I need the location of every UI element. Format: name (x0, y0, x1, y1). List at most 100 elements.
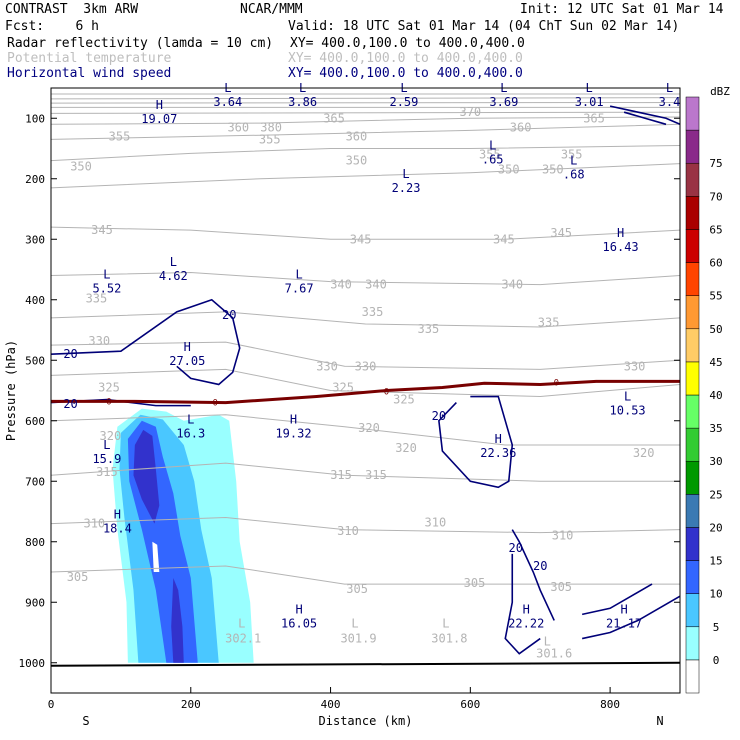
theta-label-13: 350 (498, 163, 520, 177)
theta-label-32: 325 (393, 393, 415, 407)
colorbar-cell-7 (685, 427, 700, 462)
wind-contour-6 (581, 595, 680, 640)
theta-label-25: 335 (538, 316, 560, 330)
colorbar-cell-12 (685, 262, 700, 296)
wind-extremum-value-15: 10.53 (610, 404, 646, 418)
field-wind-speed-xy: XY= 400.0,100.0 to 400.0,400.0 (288, 66, 523, 81)
x-tick-label-4: 800 (600, 698, 620, 711)
wind-extremum-value-19: 22.36 (480, 446, 516, 460)
valid-time: Valid: 18 UTC Sat 01 Mar 14 (04 ChT Sun … (288, 19, 680, 34)
wind-extremum-value-3: 3.69 (489, 95, 518, 109)
wind-contour-label-4: 20 (509, 541, 523, 555)
wind-contour-0 (51, 298, 241, 386)
colorbar-cell-5 (685, 494, 700, 528)
x-end-label-north: N (656, 714, 663, 728)
wind-extremum-value-7: .65 (482, 152, 504, 166)
theta-surface-label-2: 301.8 (431, 632, 467, 646)
theta-label-19: 335 (86, 292, 108, 306)
zero-contour (51, 379, 680, 405)
theta-surface-label-1: 301.9 (340, 632, 376, 646)
colorbar-unit: dBZ (710, 85, 730, 98)
zero-line-label-3: 0 (554, 379, 559, 389)
theta-label-44: 305 (67, 570, 89, 584)
wind-extremum-marker-10: H (617, 226, 624, 240)
colorbar-cell-16 (685, 129, 700, 164)
theta-label-33: 320 (100, 429, 122, 443)
y-tick-label-3: 400 (25, 294, 45, 307)
theta-contour-14 (51, 414, 680, 446)
colorbar-cell-0 (685, 659, 700, 694)
theta-contour-6 (51, 123, 680, 140)
theta-label-18: 345 (550, 226, 572, 240)
theta-label-0: 355 (109, 129, 131, 143)
theta-label-39: 315 (365, 468, 387, 482)
theta-label-43: 310 (552, 529, 574, 543)
x-end-label-south: S (82, 714, 89, 728)
model-title: CONTRAST 3km ARW (5, 2, 139, 17)
wind-extremum-value-8: .68 (563, 168, 585, 182)
y-tick-label-2: 300 (25, 233, 45, 246)
reflectivity-area-3 (133, 429, 160, 524)
colorbar-cell-11 (685, 295, 700, 330)
theta-label-14: 350 (542, 163, 564, 177)
colorbar-cell-2 (685, 593, 700, 628)
theta-label-30: 325 (98, 380, 120, 394)
theta-contour-13 (51, 368, 680, 398)
theta-label-38: 315 (330, 468, 352, 482)
x-tick-label-2: 400 (321, 698, 341, 711)
wind-extremum-value-10: 16.43 (603, 240, 639, 254)
wind-contour-label-1: 20 (63, 347, 77, 361)
y-tick-label-5: 600 (25, 415, 45, 428)
wind-contour-5 (581, 583, 653, 616)
colorbar-level-15: 75 (709, 157, 722, 170)
theta-contour-1 (51, 97, 680, 100)
wind-extremum-value-5: 3.4 (659, 95, 681, 109)
wind-extremum-value-14: 27.05 (169, 354, 205, 368)
colorbar-level-5: 25 (709, 488, 722, 501)
theta-label-21: 340 (365, 278, 387, 292)
forecast-hour: Fcst: 6 h (5, 19, 99, 34)
colorbar-level-7: 35 (709, 422, 722, 435)
wind-extremum-value-20: 18.4 (103, 522, 132, 536)
theta-label-7: 355 (259, 132, 281, 146)
field-wind-speed: Horizontal wind speed (7, 66, 172, 81)
reflectivity-area-5 (152, 541, 160, 572)
plot-frame (50, 87, 681, 694)
wind-contour-2 (438, 395, 514, 489)
wind-extremum-value-22: 22.22 (508, 617, 544, 631)
field-potential-temp: Potential temperature (7, 51, 172, 66)
theta-label-37: 315 (96, 465, 118, 479)
theta-label-6: 365 (583, 111, 605, 125)
theta-label-5: 360 (510, 120, 532, 134)
wind-extremum-marker-17: H (290, 413, 297, 427)
theta-label-36: 320 (633, 446, 655, 460)
wind-contour-3 (511, 529, 555, 621)
theta-label-35: 320 (395, 441, 417, 455)
theta-label-17: 345 (493, 232, 515, 246)
wind-extremum-marker-20: H (114, 508, 121, 522)
wind-extremum-marker-21: H (295, 603, 302, 617)
wind-extremum-marker-23: H (620, 603, 627, 617)
wind-extremum-marker-8: L (570, 154, 577, 168)
colorbar-cell-10 (685, 328, 700, 363)
theta-label-10: 355 (561, 148, 583, 162)
theta-label-45: 305 (346, 582, 368, 596)
colorbar-cell-14 (685, 196, 700, 230)
wind-contour-7 (609, 105, 680, 126)
field-reflectivity: Radar reflectivity (lamda = 10 cm) (7, 36, 274, 51)
wind-extremum-marker-11: L (170, 255, 177, 269)
colorbar-level-4: 20 (709, 521, 722, 534)
theta-contour-11 (51, 311, 680, 328)
colorbar-level-3: 15 (709, 555, 722, 568)
colorbar-cell-4 (685, 527, 700, 561)
theta-extremum-0: L (238, 616, 245, 630)
wind-extremum-value-13: 7.67 (285, 281, 314, 295)
wind-contour-8 (623, 111, 667, 126)
theta-label-1: 360 (227, 120, 249, 134)
wind-extremum-value-1: 3.86 (288, 95, 317, 109)
x-tick-label-1: 200 (181, 698, 201, 711)
y-tick-label-0: 100 (25, 112, 45, 125)
reflectivity-area-4 (171, 578, 184, 663)
theta-extremum-3: L (544, 635, 551, 649)
colorbar-cell-8 (685, 394, 700, 429)
